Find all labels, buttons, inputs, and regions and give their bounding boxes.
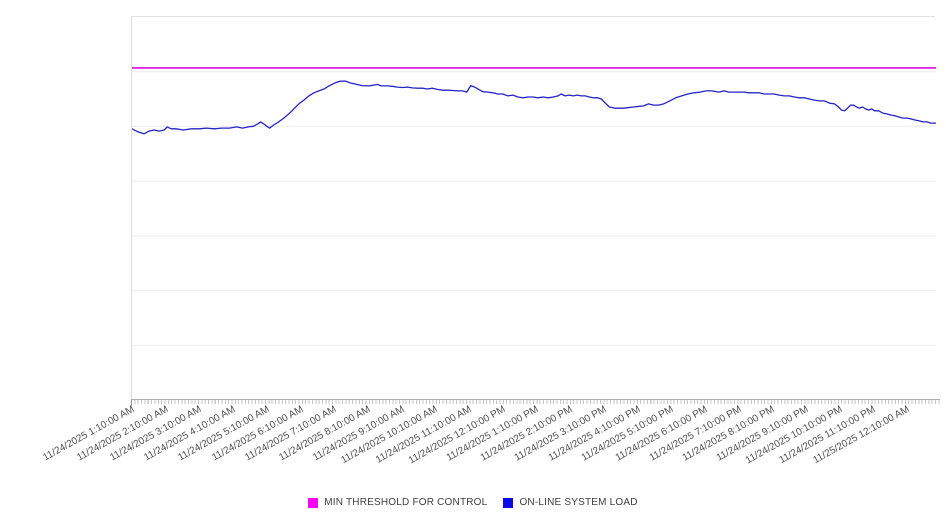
on-line-system-load-swatch-icon <box>503 497 514 508</box>
system-load-line <box>132 80 936 135</box>
legend-item-min-threshold-for-control[interactable]: MIN THRESHOLD FOR CONTROL <box>308 497 487 508</box>
legend-item-on-line-system-load[interactable]: ON-LINE SYSTEM LOAD <box>503 497 638 508</box>
x-axis-tick-strip <box>131 399 940 406</box>
plot-area <box>131 16 936 399</box>
line-chart <box>132 67 936 346</box>
legend: MIN THRESHOLD FOR CONTROL ON-LINE SYSTEM … <box>0 497 946 508</box>
min-threshold-for-control-swatch-icon <box>308 497 319 508</box>
legend-label: ON-LINE SYSTEM LOAD <box>519 497 638 508</box>
legend-label: MIN THRESHOLD FOR CONTROL <box>324 497 488 508</box>
